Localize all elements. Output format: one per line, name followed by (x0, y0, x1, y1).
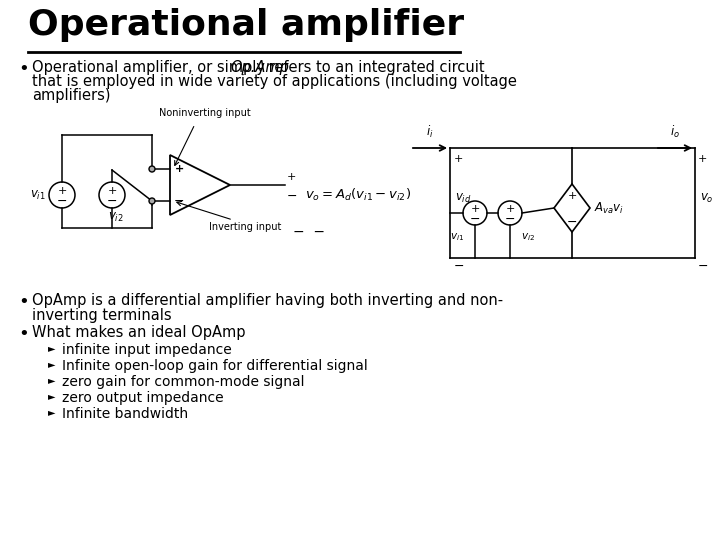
Text: +: + (505, 204, 515, 214)
Text: +: + (287, 172, 297, 182)
Text: Operational amplifier, or simply: Operational amplifier, or simply (32, 60, 269, 75)
Text: •: • (18, 325, 29, 343)
Text: −: − (469, 213, 480, 226)
Text: $A_{va}v_i$: $A_{va}v_i$ (594, 200, 624, 215)
Text: −: − (57, 194, 67, 207)
Text: Infinite open-loop gain for differential signal: Infinite open-loop gain for differential… (62, 359, 368, 373)
Text: •: • (18, 60, 29, 78)
Text: Inverting input: Inverting input (209, 222, 282, 232)
Text: ►: ► (48, 359, 55, 369)
Text: +: + (174, 164, 184, 174)
Text: What makes an ideal OpAmp: What makes an ideal OpAmp (32, 325, 246, 340)
Circle shape (149, 166, 155, 172)
Text: +: + (107, 186, 117, 196)
Text: $v_{i2}$: $v_{i2}$ (521, 231, 535, 243)
Text: ►: ► (48, 343, 55, 353)
Text: Noninverting input: Noninverting input (159, 108, 251, 118)
Text: ►: ► (48, 375, 55, 385)
Text: •: • (18, 293, 29, 311)
Text: Op.Amp: Op.Amp (230, 60, 289, 75)
Text: −: − (454, 260, 464, 273)
Text: $v_{i1}$: $v_{i1}$ (450, 231, 464, 243)
Text: $\it{i_i}$: $\it{i_i}$ (426, 124, 433, 140)
Text: −  −: − − (293, 225, 325, 239)
Text: +: + (567, 191, 577, 201)
Text: ►: ► (48, 391, 55, 401)
Text: +: + (470, 204, 480, 214)
Text: $v_{id}$: $v_{id}$ (455, 192, 472, 205)
Text: −: − (567, 215, 577, 228)
Text: −: − (698, 260, 708, 273)
Text: Infinite bandwidth: Infinite bandwidth (62, 407, 188, 421)
Text: amplifiers): amplifiers) (32, 88, 110, 103)
Text: +: + (454, 154, 464, 164)
Text: $\it{i_o}$: $\it{i_o}$ (670, 124, 680, 140)
Text: $v_{i1}$: $v_{i1}$ (30, 188, 46, 201)
Text: that is employed in wide variety of applications (including voltage: that is employed in wide variety of appl… (32, 74, 517, 89)
Text: −: − (505, 213, 516, 226)
Text: OpAmp is a differential amplifier having both inverting and non-: OpAmp is a differential amplifier having… (32, 293, 503, 308)
Text: +: + (698, 154, 707, 164)
Text: −: − (174, 194, 184, 207)
Text: −: − (287, 190, 297, 202)
Text: −: − (107, 194, 117, 207)
Text: $v_o = A_d(v_{i1} - v_{i2})$: $v_o = A_d(v_{i1} - v_{i2})$ (305, 187, 411, 203)
Text: Operational amplifier: Operational amplifier (28, 8, 464, 42)
Text: refers to an integrated circuit: refers to an integrated circuit (264, 60, 485, 75)
Text: inverting terminals: inverting terminals (32, 308, 171, 323)
Text: $v_o$: $v_o$ (700, 192, 714, 205)
Text: infinite input impedance: infinite input impedance (62, 343, 232, 357)
Text: +: + (58, 186, 67, 196)
Circle shape (149, 198, 155, 204)
Text: zero gain for common-mode signal: zero gain for common-mode signal (62, 375, 305, 389)
Text: zero output impedance: zero output impedance (62, 391, 224, 405)
Text: ►: ► (48, 407, 55, 417)
Text: $v_{i2}$: $v_{i2}$ (108, 211, 124, 224)
